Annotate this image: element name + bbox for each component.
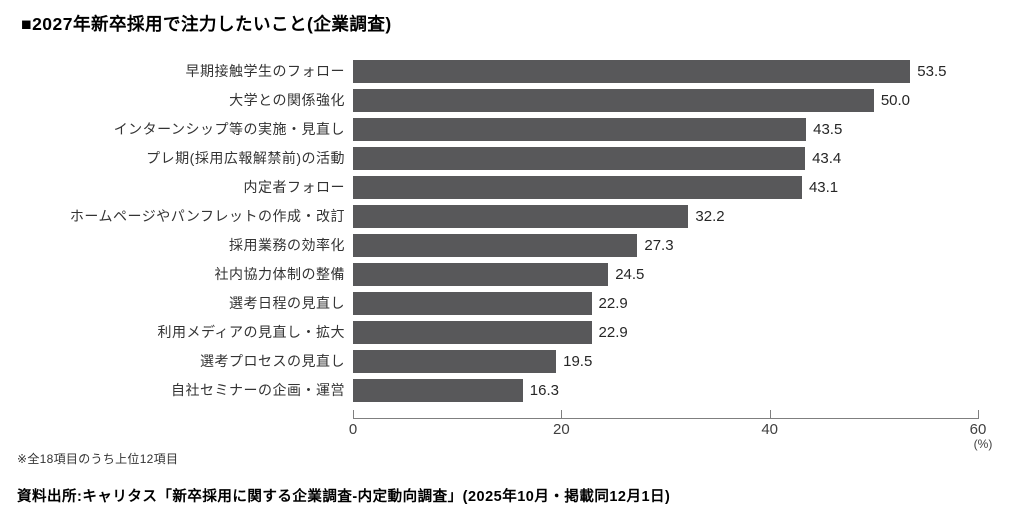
chart-row: 採用業務の効率化 27.3 [0,231,1021,260]
value-label: 50.0 [880,92,911,109]
chart-row: プレ期(採用広報解禁前)の活動 43.4 [0,144,1021,173]
value-label: 24.5 [615,266,645,283]
value-label: 32.2 [695,208,725,225]
x-axis-tick [561,410,563,418]
value-label: 22.9 [598,324,628,341]
x-axis-tick [769,410,771,418]
chart-row: インターンシップ等の実施・見直し 43.5 [0,115,1021,144]
chart-row: 内定者フォロー 43.1 [0,173,1021,202]
bar [353,263,609,286]
x-axis-tick [978,410,979,418]
value-label: 19.5 [563,353,593,370]
bar [353,292,592,315]
x-axis-tick-label: 40 [761,421,778,438]
bar [353,60,911,83]
x-axis-tick-label: 0 [348,421,358,438]
bar [353,350,557,373]
value-label: 22.9 [598,295,628,312]
category-label: 大学との関係強化 [229,92,345,108]
chart-row: 選考日程の見直し 22.9 [0,289,1021,318]
value-label: 53.5 [917,63,947,80]
category-label: 選考日程の見直し [229,295,345,311]
bar [353,234,638,257]
x-axis-tick-label: 20 [552,421,570,438]
value-label: 43.4 [812,150,842,167]
chart-row: 選考プロセスの見直し 19.5 [0,347,1021,376]
chart-row: ホームページやパンフレットの作成・改訂 32.2 [0,202,1021,231]
chart-row: 早期接触学生のフォロー 53.5 [0,57,1021,86]
value-label: 16.3 [529,382,559,399]
value-label: 27.3 [644,237,674,254]
bar [353,321,592,344]
category-label: 内定者フォロー [243,179,345,195]
category-label: インターンシップ等の実施・見直し [113,121,345,137]
bar [353,205,689,228]
x-axis-tick-label: 60 [969,421,987,438]
x-axis-line [353,418,979,419]
category-label: プレ期(採用広報解禁前)の活動 [146,150,345,166]
category-label: 利用メディアの見直し・拡大 [157,324,345,340]
bar [353,89,874,112]
category-label: ホームページやパンフレットの作成・改訂 [69,208,345,224]
footnote-source: 資料出所:キャリタス「新卒採用に関する企業調査-内定動向調査」(2025年10月… [17,489,671,505]
category-label: 採用業務の効率化 [229,237,345,253]
x-axis-tick [353,410,354,418]
category-label: 選考プロセスの見直し [200,353,345,369]
value-label: 43.1 [808,179,839,196]
bar [353,118,807,141]
chart-title: ■2027年新卒採用で注力したいこと(企業調査) [21,14,392,34]
category-label: 自社セミナーの企画・運営 [171,382,345,398]
chart-row: 自社セミナーの企画・運営 16.3 [0,376,1021,405]
chart-row: 社内協力体制の整備 24.5 [0,260,1021,289]
bar [353,379,523,402]
value-label: 43.5 [813,121,843,138]
category-label: 早期接触学生のフォロー [185,63,345,79]
footnote-note: ※全18項目のうち上位12項目 [17,452,179,466]
bar [353,176,802,199]
bar [353,147,806,170]
unit-label: (%) [973,437,993,451]
chart-row: 利用メディアの見直し・拡大 22.9 [0,318,1021,347]
category-label: 社内協力体制の整備 [214,266,345,282]
chart-row: 大学との関係強化 50.0 [0,86,1021,115]
bar-chart: 早期接触学生のフォロー 53.5 大学との関係強化 50.0 インターンシップ等の実施・… [0,57,1021,405]
